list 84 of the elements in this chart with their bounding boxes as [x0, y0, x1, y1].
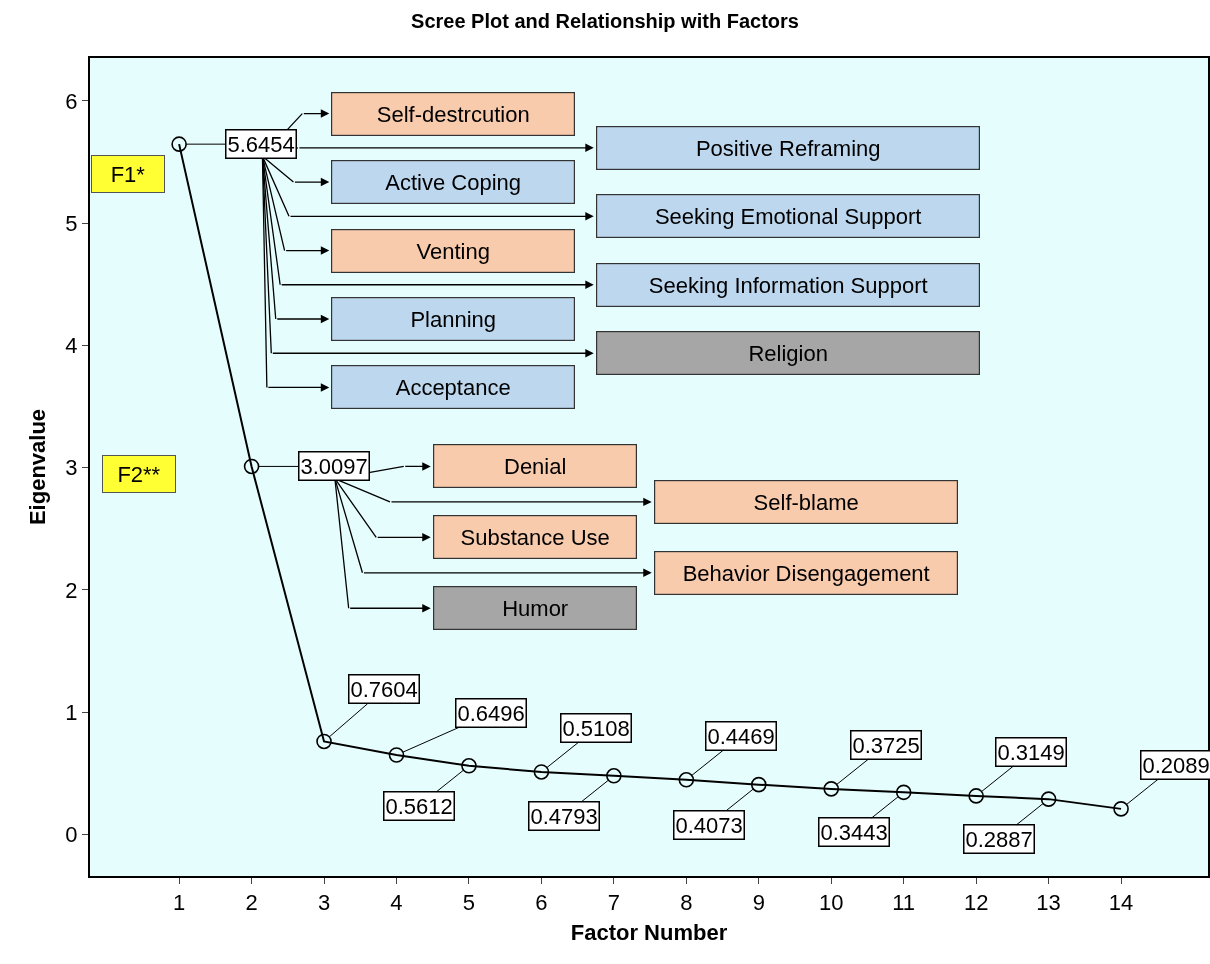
data-label: 3.0097 — [300, 453, 368, 479]
label-box: Active Coping — [331, 160, 575, 204]
annotation: F2** — [117, 461, 161, 487]
x-tick-label: 2 — [245, 890, 258, 916]
label-box: Acceptance — [331, 365, 575, 409]
annotation: Planning — [410, 306, 497, 332]
point — [750, 776, 767, 793]
x-axis-title: Factor Number — [570, 919, 728, 945]
data-label: 0.4073 — [675, 812, 743, 838]
data-label: 0.3149 — [997, 739, 1065, 765]
label-box: Self-blame — [654, 480, 958, 524]
annotation: Substance Use — [460, 524, 610, 550]
point — [606, 768, 622, 784]
y-tick-label: 4 — [65, 333, 78, 359]
y-tick-label: 6 — [65, 88, 78, 114]
annotation: Self-blame — [753, 489, 859, 515]
x-tick-label: 7 — [607, 890, 620, 916]
y-tick-label: 2 — [65, 577, 78, 603]
data-label: 0.6496 — [457, 700, 525, 726]
annotation: Denial — [504, 453, 567, 479]
y-tick-label: 5 — [65, 210, 78, 236]
data-label: 0.7604 — [350, 676, 418, 702]
annotation: Positive Reframing — [695, 135, 881, 161]
annotation: Venting — [416, 238, 490, 264]
y-tick-label: 1 — [65, 699, 78, 725]
point — [388, 747, 405, 763]
x-tick-label: 8 — [680, 890, 693, 916]
annotation: Seeking Information Support — [648, 272, 928, 298]
data-label: 0.4469 — [707, 723, 775, 749]
x-tick-label: 14 — [1108, 890, 1134, 916]
point — [1040, 791, 1057, 807]
annotation: Humor — [502, 595, 569, 621]
point — [533, 764, 550, 780]
y-tick-label: 0 — [65, 822, 78, 848]
x-tick-label: 6 — [535, 890, 548, 916]
annotation: Active Coping — [385, 169, 522, 195]
tag-box: F1* — [91, 155, 165, 193]
tag-box: F2** — [102, 455, 176, 493]
annotation: Behavior Disengagement — [682, 560, 930, 586]
x-tick-label: 10 — [818, 890, 844, 916]
point — [171, 136, 187, 152]
data-label: 0.4793 — [530, 803, 598, 829]
x-tick-label: 13 — [1036, 890, 1061, 916]
point — [243, 458, 260, 475]
data-label: 0.5108 — [562, 715, 630, 741]
label-box: Substance Use — [433, 515, 637, 559]
data-label: 0.3443 — [820, 819, 888, 845]
annotation: Religion — [748, 340, 828, 366]
x-tick-label: 3 — [317, 890, 331, 916]
label-box: Seeking Information Support — [596, 263, 980, 307]
point — [461, 758, 477, 774]
label-box: Planning — [331, 297, 575, 341]
data-label: 0.5612 — [385, 793, 453, 819]
point — [895, 784, 912, 801]
y-tick-label: 3 — [65, 455, 78, 481]
point — [1113, 801, 1129, 817]
x-tick-label: 4 — [390, 890, 403, 916]
point — [823, 781, 840, 797]
y-axis-title: Eigenvalue — [24, 408, 50, 526]
data-label: 0.2887 — [965, 826, 1033, 852]
label-box: Venting — [331, 229, 575, 273]
label-box: Seeking Emotional Support — [596, 194, 980, 238]
annotation: F1* — [110, 161, 146, 187]
label-box: Humor — [433, 586, 637, 630]
label-box: Religion — [596, 331, 980, 375]
data-label: 0.3725 — [852, 732, 920, 758]
label-box: Behavior Disengagement — [654, 551, 958, 595]
x-tick-label: 5 — [462, 890, 476, 916]
x-tick-label: 12 — [963, 890, 989, 916]
chart-title: Scree Plot and Relationship with Factors — [411, 10, 799, 33]
data-label: 5.6454 — [227, 131, 295, 157]
data-label: 0.2089 — [1142, 752, 1210, 778]
x-tick-label: 1 — [172, 890, 186, 916]
label-box: Denial — [433, 444, 637, 488]
annotation: Acceptance — [395, 374, 511, 400]
label-box: Positive Reframing — [596, 126, 980, 170]
label-box: Self-destrcution — [331, 92, 575, 136]
x-tick-label: 9 — [752, 890, 765, 916]
point — [316, 733, 332, 750]
annotation: Seeking Emotional Support — [654, 203, 922, 229]
x-tick-label: 11 — [892, 890, 916, 916]
point — [678, 771, 695, 788]
annotation: Self-destrcution — [376, 101, 530, 127]
point — [968, 788, 984, 804]
